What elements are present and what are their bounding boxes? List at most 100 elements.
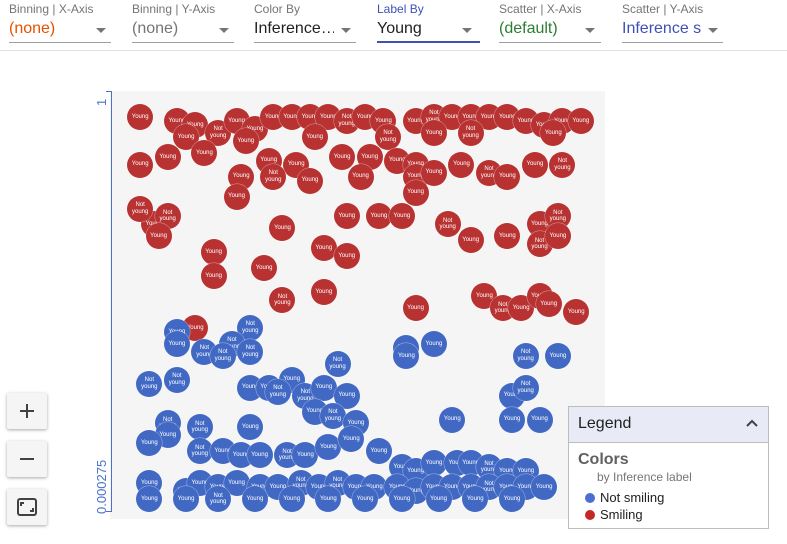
color-by-label: Color By <box>254 2 301 16</box>
scatter-point[interactable]: Young <box>127 103 154 130</box>
legend-header[interactable]: Legend <box>569 407 768 443</box>
scatter-point[interactable]: Young <box>420 330 447 357</box>
scatter-point[interactable]: Young <box>310 279 337 306</box>
scatter-point[interactable]: Young <box>531 474 558 501</box>
scatter-point[interactable]: Young <box>365 438 392 465</box>
scatter-point[interactable]: Young <box>191 139 218 166</box>
scatter-point[interactable]: Young <box>402 179 429 206</box>
scatter-point[interactable]: Young <box>173 486 200 513</box>
scatter-point[interactable]: Young <box>498 406 525 433</box>
scatter-point[interactable]: Young <box>462 486 489 513</box>
scatter-point[interactable]: Young <box>145 223 172 250</box>
scatter-point[interactable]: Young <box>163 330 190 357</box>
scatter-point[interactable]: Young <box>154 143 181 170</box>
scatter-y-axis-dropdown[interactable]: Scatter | Y-Axis Inference s <box>622 0 723 44</box>
scatter-point[interactable]: Young <box>232 127 259 154</box>
scatter-point[interactable]: Young <box>544 342 571 369</box>
scatter-point[interactable]: Young <box>393 342 420 369</box>
scatter-point[interactable]: Young <box>544 223 571 250</box>
scatter-plot-area[interactable]: Young Young Young Not young Young Young Young Yo… <box>110 91 605 519</box>
scatter-point[interactable]: Young <box>540 119 567 146</box>
scatter-point[interactable]: Young <box>535 291 562 318</box>
scatter-point[interactable]: Young <box>425 486 452 513</box>
scatter-point[interactable]: Young <box>338 426 365 453</box>
scatter-point[interactable]: Young <box>310 374 337 401</box>
scatter-point[interactable]: Young <box>457 227 484 254</box>
scatter-point[interactable]: Young <box>521 151 548 178</box>
scatter-point[interactable]: Young <box>278 486 305 513</box>
zoom-in-button[interactable] <box>7 393 47 429</box>
chevron-up-icon[interactable] <box>746 419 758 427</box>
scatter-point[interactable]: Young <box>420 159 447 186</box>
scatter-point[interactable]: Young <box>388 203 415 230</box>
scatter-point[interactable]: Young <box>352 486 379 513</box>
fit-screen-icon <box>17 498 37 516</box>
scatter-point[interactable]: Young <box>200 239 227 266</box>
scatter-point[interactable]: Young <box>420 450 447 477</box>
scatter-point[interactable]: Young <box>333 243 360 270</box>
scatter-point[interactable]: Young <box>498 486 525 513</box>
scatter-point[interactable]: Young <box>420 119 447 146</box>
scatter-point[interactable]: Young <box>365 203 392 230</box>
scatter-point[interactable]: Young <box>494 163 521 190</box>
color-by-value: Inference… <box>254 20 334 37</box>
scatter-point[interactable]: Young <box>297 167 323 194</box>
scatter-point[interactable]: Young <box>301 123 328 150</box>
scatter-point[interactable]: Young <box>329 143 356 170</box>
scatter-point[interactable]: Young <box>439 406 466 433</box>
scatter-point[interactable]: Young <box>251 255 278 282</box>
scatter-point[interactable]: Young <box>315 486 342 513</box>
scatter-point[interactable]: Young <box>315 434 342 461</box>
scatter-point[interactable]: Young <box>448 151 475 178</box>
zoom-out-button[interactable] <box>7 441 47 477</box>
scatter-point[interactable]: Young <box>292 442 319 469</box>
legend-swatch <box>585 510 595 520</box>
scatter-point[interactable]: Young <box>223 183 250 210</box>
scatter-point[interactable]: Young <box>237 414 264 441</box>
scatter-point[interactable]: Young <box>246 442 273 469</box>
scatter-point[interactable]: Young <box>347 163 374 190</box>
scatter-point[interactable]: Young <box>567 107 594 134</box>
binning-x-axis-dropdown[interactable]: Binning | X-Axis (none) <box>9 0 111 44</box>
label-by-dropdown[interactable]: Label By Young <box>377 0 480 44</box>
scatter-point[interactable]: Young <box>136 430 163 457</box>
y-axis-max-label: 1 <box>94 98 109 106</box>
scatter-point[interactable]: Young <box>241 486 268 513</box>
fit-to-screen-button[interactable] <box>7 489 47 525</box>
scatter-point[interactable]: Young <box>333 203 360 230</box>
scatter-point[interactable]: Young <box>563 299 590 326</box>
scatter-point[interactable]: Young <box>526 406 553 433</box>
scatter-point[interactable]: Young <box>388 486 415 513</box>
color-by-dropdown[interactable]: Color By Inference… <box>254 0 356 44</box>
scatter-point[interactable]: Young <box>136 486 163 513</box>
scatter-point[interactable]: Young <box>402 295 429 322</box>
zoom-out-icon <box>20 458 34 460</box>
binning-y-axis-dropdown[interactable]: Binning | Y-Axis (none) <box>132 0 234 44</box>
scatter-point[interactable]: Young <box>494 223 521 250</box>
scatter-point[interactable]: Young <box>310 235 337 262</box>
scatter-point[interactable]: Young <box>269 215 296 242</box>
scatter-x-axis-dropdown[interactable]: Scatter | X-Axis (default) <box>499 0 601 44</box>
scatter-point[interactable]: Young <box>200 263 227 290</box>
scatter-point[interactable]: Young <box>127 151 154 178</box>
